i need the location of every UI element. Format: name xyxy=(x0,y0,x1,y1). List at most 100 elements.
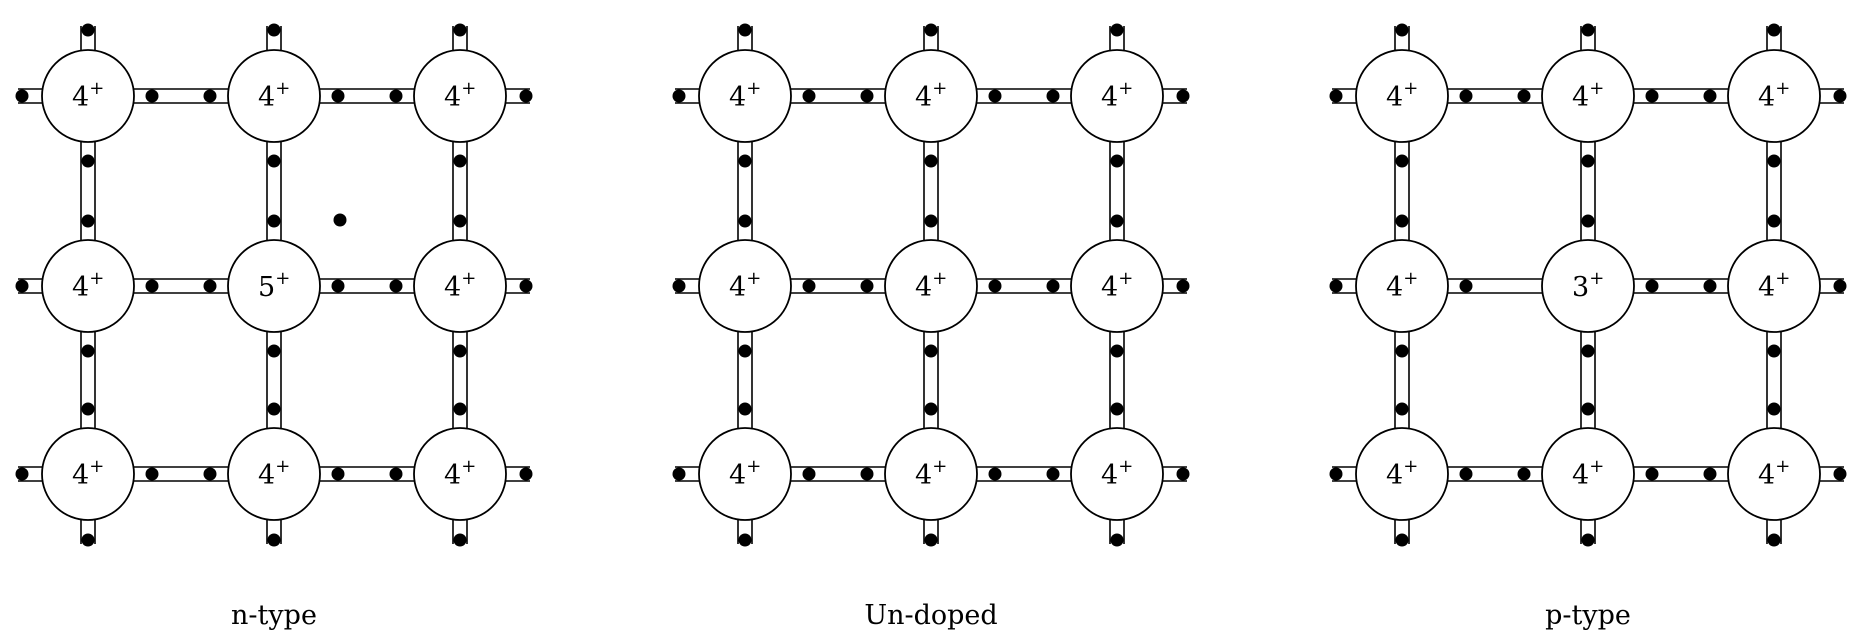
electron xyxy=(1329,467,1343,481)
electron xyxy=(802,467,816,481)
atom-charge-sign: + xyxy=(1775,456,1790,477)
atom-charge: 4+ xyxy=(1758,78,1790,113)
atom: 4+ xyxy=(884,427,978,521)
atom-charge-sign: + xyxy=(461,456,476,477)
atom-charge-value: 4 xyxy=(915,82,932,113)
atom: 4+ xyxy=(698,49,792,143)
atom-charge: 4+ xyxy=(1386,268,1418,303)
electron xyxy=(15,467,29,481)
electron xyxy=(1046,467,1060,481)
atom-core xyxy=(1070,239,1164,333)
atom: 4+ xyxy=(884,49,978,143)
electron xyxy=(145,89,159,103)
atom-charge-value: 4 xyxy=(258,460,275,491)
electron xyxy=(1581,214,1595,228)
atom-charge-sign: + xyxy=(1589,456,1604,477)
atom-charge-value: 4 xyxy=(1386,82,1403,113)
electron xyxy=(1395,154,1409,168)
atom-core xyxy=(413,239,507,333)
free-electron xyxy=(333,213,347,227)
atom-charge-value: 4 xyxy=(1101,272,1118,303)
electron xyxy=(1645,89,1659,103)
atom-charge: 4+ xyxy=(915,456,947,491)
electron xyxy=(1176,89,1190,103)
electron xyxy=(1767,23,1781,37)
electron xyxy=(331,467,345,481)
electron xyxy=(1046,279,1060,293)
electron xyxy=(81,154,95,168)
electron xyxy=(1329,279,1343,293)
atom-core xyxy=(227,239,321,333)
electron xyxy=(1767,154,1781,168)
electron xyxy=(453,154,467,168)
electron xyxy=(1581,154,1595,168)
electron xyxy=(860,467,874,481)
atom: 4+ xyxy=(1541,427,1635,521)
atom-charge-value: 4 xyxy=(915,460,932,491)
atom-charge-sign: + xyxy=(1775,78,1790,99)
atom-charge-value: 4 xyxy=(1386,460,1403,491)
electron xyxy=(924,154,938,168)
atom-charge: 4+ xyxy=(1572,78,1604,113)
electron xyxy=(389,89,403,103)
atom-charge: 4+ xyxy=(1101,268,1133,303)
atom-charge-value: 4 xyxy=(444,460,461,491)
atom-core xyxy=(41,49,135,143)
electrons xyxy=(672,23,1190,547)
atom-core xyxy=(413,427,507,521)
atom-charge-value: 4 xyxy=(444,82,461,113)
atom-charge: 4+ xyxy=(915,268,947,303)
atom-charge-sign: + xyxy=(932,78,947,99)
atom: 4+ xyxy=(1727,239,1821,333)
atoms: 4+ 4+ 4+4+ 5+ 4+4+ 4+ 4+ xyxy=(41,49,507,521)
electron xyxy=(203,467,217,481)
atom-core xyxy=(1355,49,1449,143)
electron xyxy=(1581,344,1595,358)
electron xyxy=(519,467,533,481)
electron xyxy=(203,279,217,293)
atom: 4+ xyxy=(698,239,792,333)
atom-charge-value: 3 xyxy=(1572,272,1589,303)
atom-charge-sign: + xyxy=(1403,78,1418,99)
atom-core xyxy=(1355,239,1449,333)
electron xyxy=(1581,402,1595,416)
atom-charge-value: 4 xyxy=(1758,82,1775,113)
atom-charge-sign: + xyxy=(89,456,104,477)
atom: 4+ xyxy=(698,427,792,521)
atom-charge-sign: + xyxy=(275,456,290,477)
atom-charge: 4+ xyxy=(1101,456,1133,491)
electron xyxy=(145,467,159,481)
electron xyxy=(81,214,95,228)
electron xyxy=(1110,154,1124,168)
atom-charge-value: 4 xyxy=(729,82,746,113)
electron xyxy=(1176,279,1190,293)
electron xyxy=(519,89,533,103)
atom-charge: 4+ xyxy=(444,268,476,303)
electron xyxy=(924,214,938,228)
atom-charge-sign: + xyxy=(746,456,761,477)
atom-charge: 4+ xyxy=(72,78,104,113)
electrons xyxy=(1329,23,1847,547)
atom-charge-sign: + xyxy=(275,268,290,289)
atom-charge: 4+ xyxy=(1758,456,1790,491)
atom: 4+ xyxy=(1070,427,1164,521)
electron xyxy=(1833,279,1847,293)
atom-charge-sign: + xyxy=(275,78,290,99)
panel-un-doped: 4+ 4+ 4+4+ 4+ 4+4+ 4+ 4+Un-doped xyxy=(672,23,1190,631)
electron xyxy=(267,533,281,547)
atom-charge-value: 4 xyxy=(444,272,461,303)
atom-charge-sign: + xyxy=(1403,456,1418,477)
electron xyxy=(988,279,1002,293)
atom: 4+ xyxy=(1355,427,1449,521)
atom: 4+ xyxy=(1070,239,1164,333)
atom: 4+ xyxy=(1070,49,1164,143)
panel-caption: Un-doped xyxy=(864,600,997,631)
electron xyxy=(1459,467,1473,481)
electron xyxy=(453,402,467,416)
atom-core xyxy=(1541,427,1635,521)
atom-charge-sign: + xyxy=(461,268,476,289)
atom-charge-value: 4 xyxy=(1758,460,1775,491)
atom-charge-sign: + xyxy=(461,78,476,99)
electron xyxy=(267,344,281,358)
atom-charge-value: 4 xyxy=(915,272,932,303)
